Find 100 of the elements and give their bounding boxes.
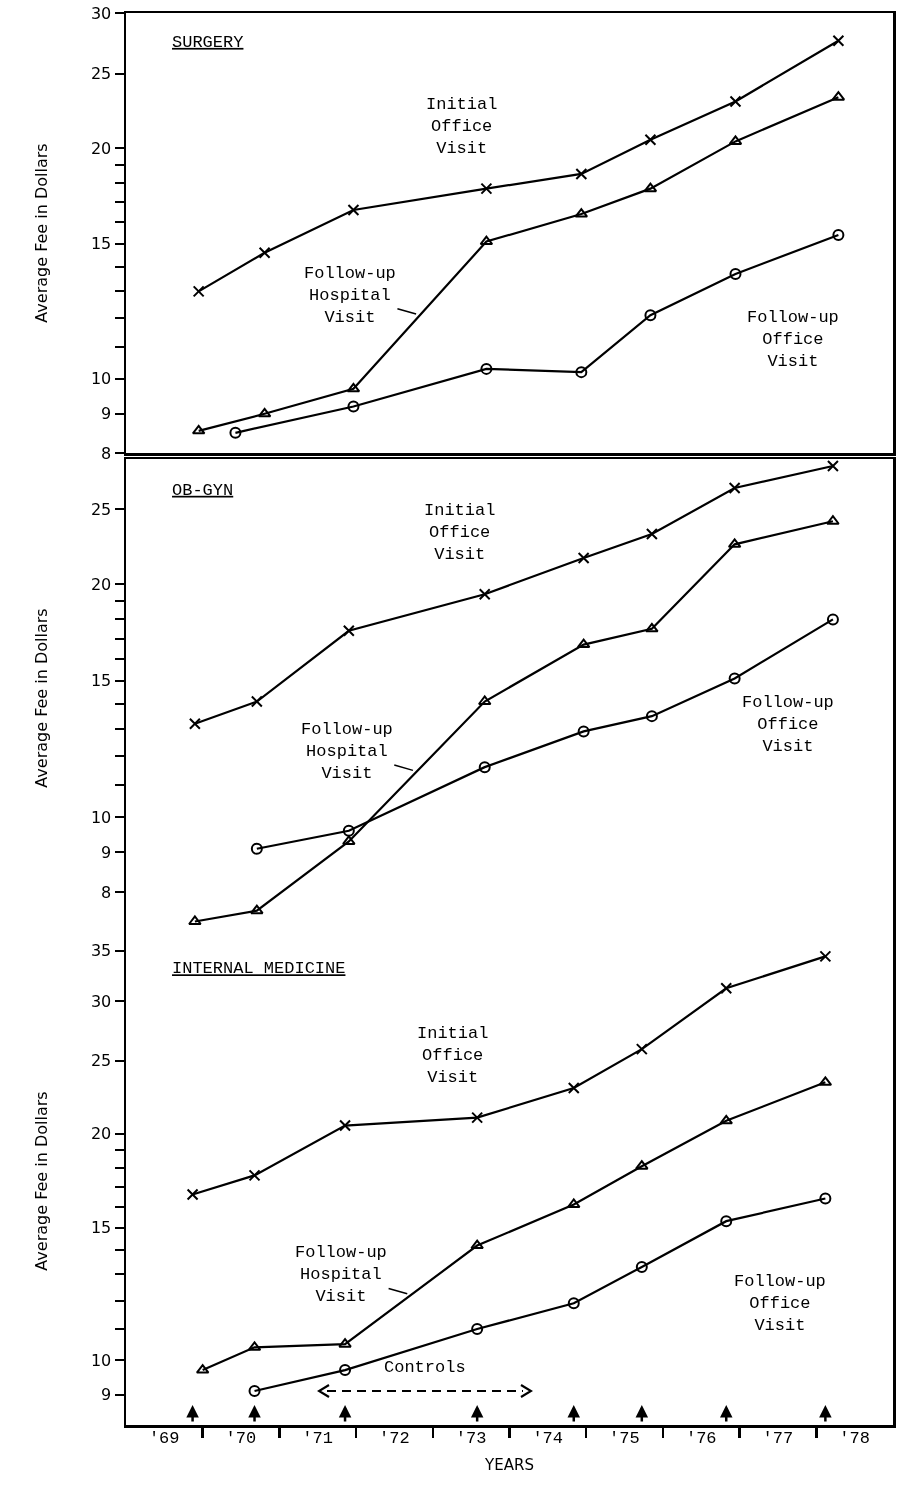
y-axis-title: Average Fee in Dollars [31, 608, 51, 788]
point [347, 400, 360, 413]
y-tick-label: 20 [90, 138, 112, 158]
point [567, 1198, 581, 1208]
y-tick-label: 25 [90, 64, 112, 84]
point [720, 1215, 733, 1228]
series-label: Initial Office Visit [417, 1024, 489, 1088]
y-axis-title: Average Fee in Dollars [31, 1091, 51, 1271]
text: OB-GYN [172, 480, 234, 500]
point [478, 588, 491, 601]
y-tick-label: 9 [101, 843, 112, 863]
point [478, 761, 491, 774]
point [567, 1081, 580, 1094]
point [644, 309, 657, 322]
point [188, 915, 202, 926]
y-tick-label: 9 [101, 1385, 112, 1405]
y-tick-label: 30 [90, 3, 112, 23]
point [342, 624, 355, 637]
point [250, 904, 264, 915]
point [819, 1192, 832, 1205]
point [186, 1188, 199, 1201]
point [832, 34, 845, 47]
y-tick-label: 8 [101, 882, 112, 902]
point [257, 407, 272, 418]
point [342, 824, 355, 837]
x-tick-label: '71 [302, 1429, 333, 1448]
point [347, 204, 360, 216]
point [645, 622, 659, 633]
point [480, 362, 493, 375]
text: SURGERY [172, 32, 244, 52]
point [339, 1364, 352, 1377]
x-tick-label: '69 [148, 1429, 180, 1448]
point [719, 1114, 734, 1125]
point [635, 1260, 648, 1273]
y-tick-label: 20 [90, 1124, 112, 1144]
point [826, 460, 839, 473]
y-tick-label: 25 [90, 1051, 112, 1071]
series-label: Follow-up Office Visit [742, 693, 834, 757]
point [248, 1169, 261, 1182]
point [645, 528, 658, 541]
point [826, 515, 840, 525]
point [729, 267, 742, 280]
point [635, 1043, 648, 1056]
y-tick-label: 35 [90, 941, 112, 961]
x-tick-label: '73 [455, 1429, 487, 1448]
y-tick-label: 10 [90, 369, 112, 389]
point [248, 1384, 261, 1397]
point [577, 725, 590, 738]
point [470, 1239, 484, 1250]
point [338, 1338, 352, 1348]
series-label: Follow-up Hospital Visit [301, 720, 393, 784]
point [188, 717, 201, 730]
y-tick-label: 10 [90, 1350, 112, 1370]
series-label: Follow-up Hospital Visit [304, 264, 396, 328]
point [567, 1297, 580, 1310]
x-tick-label: '70 [225, 1429, 257, 1448]
y-tick-label: 20 [90, 574, 112, 594]
x-tick-label: '77 [762, 1429, 794, 1448]
point [342, 835, 356, 845]
point [635, 1160, 649, 1170]
point [819, 950, 832, 963]
text: Follow-up Office Visit [734, 1272, 826, 1336]
point [477, 695, 492, 706]
point [577, 552, 590, 565]
y-axis-title: Average Fee in Dollars [31, 143, 51, 323]
annotation: Controls [384, 1358, 466, 1377]
text: INTERNAL MEDICINE [172, 959, 346, 979]
x-tick-label: '78 [839, 1429, 870, 1448]
point [191, 424, 206, 435]
point [644, 133, 657, 146]
point [479, 235, 494, 246]
series-label: Initial Office Visit [426, 95, 498, 159]
point [258, 246, 271, 259]
y-tick-label: 9 [101, 404, 112, 424]
y-tick-label: 15 [90, 671, 112, 691]
series-label: Follow-up Office Visit [747, 308, 839, 372]
y-tick-label: 25 [90, 499, 112, 519]
point [192, 285, 205, 298]
x-tick-label: '72 [379, 1429, 410, 1448]
point [720, 982, 733, 995]
y-tick-label: 10 [90, 807, 112, 827]
point [728, 672, 741, 685]
y-tick-label: 15 [90, 234, 112, 254]
point [645, 710, 658, 723]
point [826, 613, 839, 626]
point [480, 182, 493, 195]
y-tick-label: 30 [90, 991, 112, 1011]
series-label: Initial Office Visit [424, 501, 496, 565]
series-label: Follow-up Hospital Visit [295, 1243, 387, 1307]
point [832, 228, 845, 241]
y-tick-label: 8 [101, 443, 112, 463]
point [575, 366, 588, 379]
point [471, 1322, 484, 1335]
point [729, 95, 742, 108]
point [229, 426, 242, 439]
point [576, 638, 591, 649]
point [643, 182, 658, 193]
y-tick-label: 15 [90, 1218, 112, 1238]
point [728, 482, 741, 495]
x-axis-title: YEARS [484, 1456, 534, 1474]
